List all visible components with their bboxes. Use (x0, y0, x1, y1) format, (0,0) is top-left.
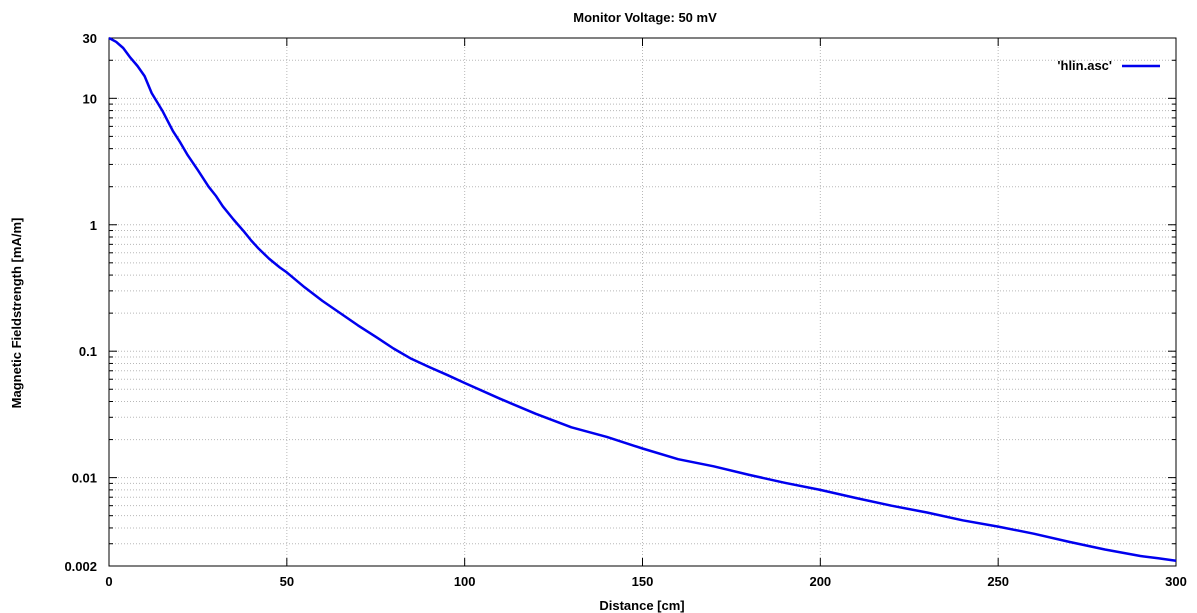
y-tick-label: 0.1 (79, 344, 97, 359)
y-axis-label: Magnetic Fieldstrength [mA/m] (9, 218, 24, 409)
x-tick-label: 250 (987, 574, 1009, 589)
x-tick-label: 100 (454, 574, 476, 589)
legend-label: 'hlin.asc' (1057, 58, 1112, 73)
x-tick-label: 50 (280, 574, 294, 589)
axis-ticks: 0 50 100 150 200 250 300 0.002 0.01 0.1 1 10 30 (64, 31, 1186, 589)
y-tick-label: 0.002 (64, 559, 97, 574)
legend: 'hlin.asc' (1057, 58, 1160, 73)
y-tick-label: 1 (90, 218, 97, 233)
x-tick-label: 200 (809, 574, 831, 589)
x-tick-label: 150 (632, 574, 654, 589)
grid (109, 38, 1176, 566)
series-layer (108, 36, 1177, 563)
plot-frame (108, 37, 1177, 567)
y-tick-label: 30 (83, 31, 97, 46)
series-line (108, 36, 1177, 563)
y-tick-label: 0.01 (72, 471, 97, 486)
x-axis-label: Distance [cm] (599, 598, 684, 613)
y-tick-label: 10 (83, 91, 97, 106)
x-tick-label: 0 (105, 574, 112, 589)
chart-title: Monitor Voltage: 50 mV (573, 10, 717, 25)
x-tick-label: 300 (1165, 574, 1187, 589)
